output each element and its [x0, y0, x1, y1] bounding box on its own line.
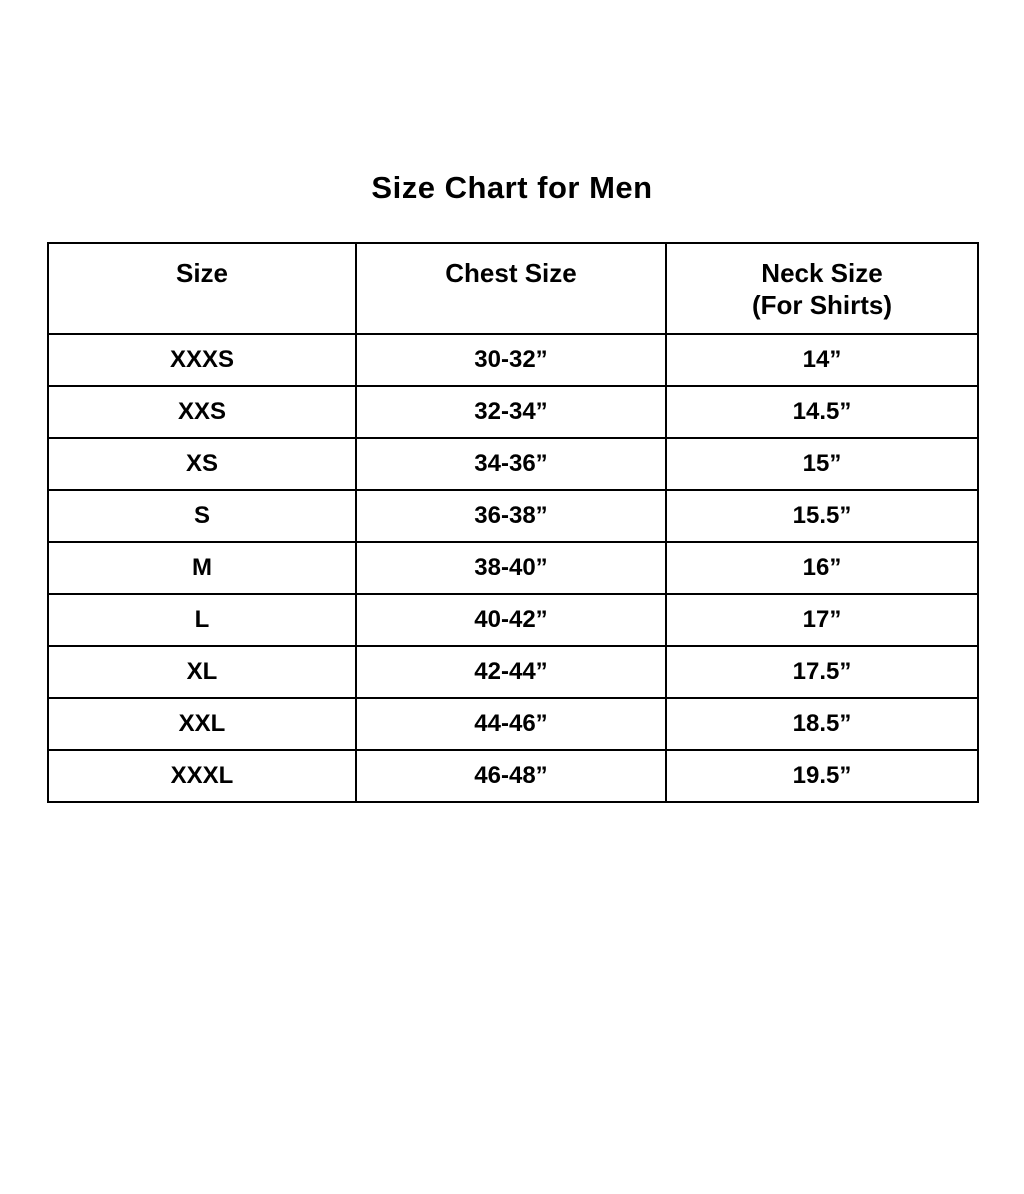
cell-size: XXS — [47, 385, 357, 439]
cell-neck-size: 18.5” — [665, 697, 979, 751]
cell-size: XXXS — [47, 333, 357, 387]
cell-chest-size: 40-42” — [355, 593, 667, 647]
table-row: S 36-38” 15.5” — [47, 489, 979, 543]
cell-chest-size: 34-36” — [355, 437, 667, 491]
cell-neck-size: 17.5” — [665, 645, 979, 699]
cell-neck-size: 15.5” — [665, 489, 979, 543]
cell-chest-size: 44-46” — [355, 697, 667, 751]
table-row: XS 34-36” 15” — [47, 437, 979, 491]
cell-chest-size: 36-38” — [355, 489, 667, 543]
table-row: XL 42-44” 17.5” — [47, 645, 979, 699]
table-row: XXXL 46-48” 19.5” — [47, 749, 979, 803]
header-row: Size Chest Size Neck Size (For Shirts) — [47, 242, 979, 335]
cell-size: XL — [47, 645, 357, 699]
cell-size: XXL — [47, 697, 357, 751]
cell-neck-size: 15” — [665, 437, 979, 491]
table-row: XXS 32-34” 14.5” — [47, 385, 979, 439]
table-row: M 38-40” 16” — [47, 541, 979, 595]
table-row: L 40-42” 17” — [47, 593, 979, 647]
cell-neck-size: 14” — [665, 333, 979, 387]
table-row: XXL 44-46” 18.5” — [47, 697, 979, 751]
cell-chest-size: 46-48” — [355, 749, 667, 803]
cell-size: M — [47, 541, 357, 595]
header-size: Size — [47, 242, 357, 335]
page-title: Size Chart for Men — [371, 170, 653, 205]
cell-chest-size: 32-34” — [355, 385, 667, 439]
cell-neck-size: 14.5” — [665, 385, 979, 439]
cell-chest-size: 42-44” — [355, 645, 667, 699]
cell-size: L — [47, 593, 357, 647]
cell-size: S — [47, 489, 357, 543]
cell-neck-size: 16” — [665, 541, 979, 595]
cell-neck-size: 17” — [665, 593, 979, 647]
cell-chest-size: 30-32” — [355, 333, 667, 387]
table-row: XXXS 30-32” 14” — [47, 333, 979, 387]
size-chart-table: Size Chest Size Neck Size (For Shirts) X… — [47, 242, 979, 803]
cell-size: XS — [47, 437, 357, 491]
cell-chest-size: 38-40” — [355, 541, 667, 595]
cell-neck-size: 19.5” — [665, 749, 979, 803]
cell-size: XXXL — [47, 749, 357, 803]
header-chest-size: Chest Size — [355, 242, 667, 335]
header-neck-size: Neck Size (For Shirts) — [665, 242, 979, 335]
size-chart-page: Size Chart for Men Size Chest Size Neck … — [0, 170, 1024, 1194]
